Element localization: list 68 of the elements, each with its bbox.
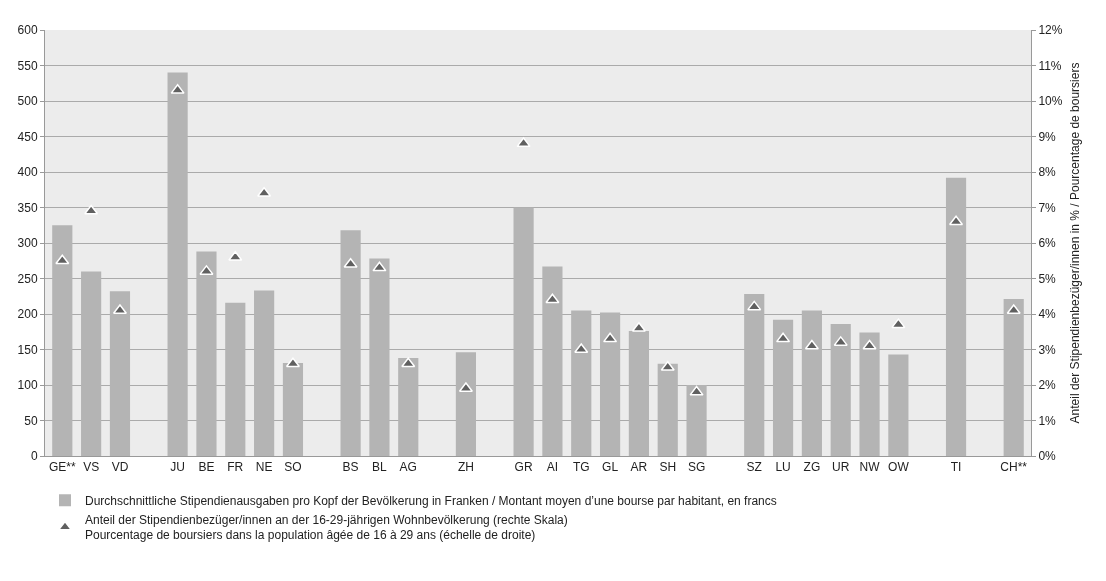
y-tick-label: 50 xyxy=(24,413,38,428)
x-tick-label: TG xyxy=(572,460,590,475)
x-tick-label: ZH xyxy=(457,460,474,475)
x-tick-label: AG xyxy=(399,460,417,475)
x-tick-label: LU xyxy=(775,460,791,475)
y2-tick-label: 9% xyxy=(1038,129,1057,144)
y-tick-label: 200 xyxy=(17,307,38,322)
point xyxy=(84,204,99,215)
x-tick-label: TI xyxy=(950,460,962,475)
y-tick-label: 250 xyxy=(17,271,38,286)
x-tick-label: SH xyxy=(659,460,677,475)
point xyxy=(804,339,819,350)
legend-label: Durchschnittliche Stipendienausgaben pro Kopf der Bevölkerung in Franken / Montant moyen d’une bourse par habitant, en francs xyxy=(85,494,777,508)
point xyxy=(228,250,243,261)
x-tick-label: SZ xyxy=(746,460,762,475)
y2-tick-label: 11% xyxy=(1038,58,1062,73)
y-tick-label: 600 xyxy=(17,23,38,38)
y2-tick-label: 2% xyxy=(1038,378,1057,393)
x-tick-label: BL xyxy=(372,460,388,475)
y2-tick-label: 5% xyxy=(1038,271,1057,286)
x-tick-label: BS xyxy=(342,460,359,475)
x-tick-label: GR xyxy=(514,460,533,475)
y2-tick-label: 4% xyxy=(1038,307,1057,322)
point xyxy=(401,357,416,368)
x-tick-label: ZG xyxy=(803,460,821,475)
y-tick-label: 0 xyxy=(30,449,38,464)
y2-tick-label: 7% xyxy=(1038,200,1057,215)
x-tick-label: NW xyxy=(859,460,881,475)
x-tick-label: BE xyxy=(198,460,215,475)
legend-label: Anteil der Stipendienbezüger/innen an der 16-29-jährigen Wohnbevölkerung (rechte Skala) Pourcentage de boursiers dans la population âgée de 16 à 29 ans (échelle de droite) xyxy=(85,512,568,543)
y-tick-label: 400 xyxy=(17,165,38,180)
y2-tick-label: 8% xyxy=(1038,165,1057,180)
y-tick-label: 350 xyxy=(17,200,38,215)
y2-tick-label: 1% xyxy=(1038,413,1057,428)
x-tick-label: GL xyxy=(602,460,619,475)
y-tick-label: 450 xyxy=(17,129,38,144)
x-tick-label: UR xyxy=(832,460,850,475)
x-tick-label: VD xyxy=(111,460,129,475)
y2-tick-label: 3% xyxy=(1038,342,1057,357)
y2-tick-label: 10% xyxy=(1038,94,1063,109)
point xyxy=(372,261,387,272)
y2-tick-label: 12% xyxy=(1038,23,1063,38)
y-tick-label: 150 xyxy=(17,342,38,357)
x-tick-label: NE xyxy=(255,460,273,475)
x-tick-label: SG xyxy=(687,460,706,475)
x-tick-label: AR xyxy=(630,460,648,475)
y-tick-label: 500 xyxy=(17,94,38,109)
x-tick-label: SO xyxy=(284,460,302,475)
x-tick-label: OW xyxy=(888,460,910,475)
point xyxy=(55,254,70,265)
x-tick-label: VS xyxy=(83,460,100,475)
point xyxy=(891,318,906,329)
x-tick-label: GE** xyxy=(48,460,76,475)
x-tick-label: JU xyxy=(170,460,185,475)
x-tick-label: CH** xyxy=(1000,460,1028,475)
point xyxy=(545,293,560,304)
point xyxy=(747,300,762,311)
y2-tick-label: 6% xyxy=(1038,236,1057,251)
y-tick-label: 300 xyxy=(17,236,38,251)
x-tick-label: FR xyxy=(227,460,244,475)
y-tick-label: 100 xyxy=(17,378,38,393)
x-tick-label: AI xyxy=(546,460,559,475)
point xyxy=(516,137,531,148)
point xyxy=(862,339,877,350)
y2-axis-title: Anteil der Stipendienbezüger/innen in % / Pourcentage de boursiers xyxy=(1067,62,1082,424)
point xyxy=(689,385,704,396)
y-tick-label: 550 xyxy=(17,58,38,73)
y2-tick-label: 0% xyxy=(1038,449,1057,464)
